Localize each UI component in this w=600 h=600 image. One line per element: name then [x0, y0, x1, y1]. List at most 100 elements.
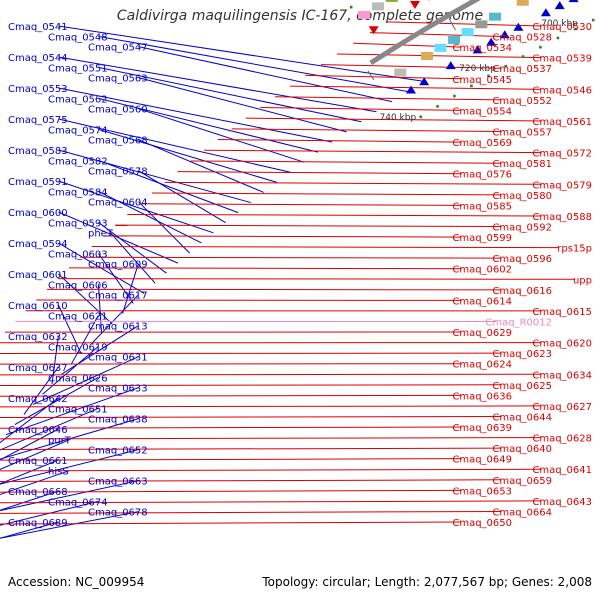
right-gene-connector	[204, 149, 542, 154]
left-gene-label: Cmaq_0584	[48, 187, 108, 198]
right-gene-label: Cmaq_0530	[532, 22, 592, 33]
left-gene-connector	[98, 221, 167, 274]
right-gene-connector	[320, 64, 502, 69]
forward-gene-arrow	[568, 0, 579, 3]
cds-tile	[358, 11, 371, 20]
right-gene-label: Cmaq_0614	[452, 296, 512, 307]
left-gene-connector	[138, 77, 347, 133]
right-gene-label: Cmaq_0581	[492, 159, 552, 170]
accession-text: Accession: NC_009954	[8, 575, 145, 589]
kbp-label: 720 kbp	[459, 64, 496, 74]
left-gene-label: hisS	[48, 466, 69, 477]
right-gene-label: Cmaq_0639	[452, 423, 512, 434]
scale-mark	[419, 115, 423, 119]
left-gene-connector	[58, 25, 424, 82]
right-gene-label: Cmaq_0636	[452, 391, 512, 402]
left-gene-label: Cmaq_0678	[88, 508, 148, 519]
left-gene-connector	[91, 294, 139, 345]
left-gene-label: Cmaq_0560	[88, 105, 148, 116]
right-gene-connector	[0, 405, 542, 408]
left-gene-label: Cmaq_0606	[48, 280, 108, 291]
reverse-gene-arrow	[368, 26, 379, 35]
right-gene-label: Cmaq_0557	[492, 128, 552, 139]
left-gene-label: Cmaq_0575	[8, 115, 68, 126]
left-gene-label: Cmaq_0674	[48, 497, 108, 508]
left-gene-label: pheT	[88, 229, 114, 240]
left-gene-label: Cmaq_0621	[48, 311, 108, 322]
left-gene-label: Cmaq_0631	[88, 353, 148, 364]
right-gene-label: Cmaq_0653	[452, 486, 512, 497]
right-gene-label: Cmaq_R0012	[485, 317, 552, 328]
right-gene-label: Cmaq_0576	[452, 170, 512, 181]
right-gene-label: Cmaq_0585	[452, 201, 512, 212]
right-gene-label: Cmaq_0627	[532, 402, 592, 413]
left-gene-connector	[58, 273, 113, 325]
left-gene-label: Cmaq_0642	[8, 394, 68, 405]
scale-mark	[436, 105, 439, 108]
right-gene-label: Cmaq_0546	[532, 85, 592, 96]
left-gene-label: Cmaq_0689	[8, 518, 68, 529]
right-gene-label: Cmaq_0634	[532, 370, 592, 381]
right-gene-label: Cmaq_0534	[452, 43, 512, 54]
left-gene-label: Cmaq_0617	[88, 291, 148, 302]
left-gene-label: Cmaq_0646	[8, 425, 68, 436]
left-gene-connector	[0, 511, 139, 539]
left-gene-label: Cmaq_0652	[88, 446, 148, 457]
left-gene-connector	[138, 139, 264, 193]
left-gene-connector	[57, 304, 82, 355]
left-gene-label: purT	[48, 435, 72, 446]
left-gene-connector	[138, 108, 305, 163]
forward-gene-arrow	[472, 45, 483, 54]
left-gene-connector	[98, 66, 362, 123]
right-gene-connector	[0, 500, 542, 504]
right-gene-connector	[0, 415, 502, 419]
left-gene-label: Cmaq_0593	[48, 218, 108, 229]
genome-summary: Topology: circular; Length: 2,077,567 bp…	[262, 575, 592, 589]
right-gene-connector	[0, 384, 502, 387]
forward-gene-arrow	[419, 77, 430, 86]
left-gene-connector	[0, 469, 71, 496]
right-gene-label: Cmaq_0629	[452, 328, 512, 339]
scale-mark	[539, 45, 542, 49]
right-gene-connector	[0, 468, 542, 472]
cds-tile	[475, 20, 488, 29]
left-gene-connector	[58, 87, 333, 143]
left-gene-label: Cmaq_0637	[8, 363, 68, 374]
right-gene-label: Cmaq_0650	[452, 518, 512, 529]
right-gene-label: Cmaq_0644	[492, 412, 552, 423]
right-gene-label: Cmaq_0588	[532, 212, 592, 223]
scale-tick	[367, 70, 375, 81]
right-gene-connector	[127, 213, 542, 217]
right-gene-label: Cmaq_0623	[492, 349, 552, 360]
left-gene-connector	[0, 490, 59, 511]
left-gene-label: Cmaq_0551	[48, 63, 108, 74]
right-gene-connector	[68, 267, 462, 270]
scale-mark	[556, 36, 560, 40]
right-gene-label: Cmaq_0596	[492, 254, 552, 265]
left-gene-label: Cmaq_0632	[8, 332, 68, 343]
cds-tile	[461, 28, 474, 37]
left-gene-label: Cmaq_0553	[8, 84, 68, 95]
right-gene-label: Cmaq_0616	[492, 286, 552, 297]
map-title: Caldivirga maquilingensis IC-167, comple…	[116, 8, 484, 24]
right-gene-label: Cmaq_0554	[452, 106, 512, 117]
right-gene-label: Cmaq_0545	[452, 75, 512, 86]
right-gene-connector	[80, 256, 502, 259]
left-gene-label: Cmaq_0583	[8, 146, 68, 157]
right-gene-label: Cmaq_0640	[492, 444, 552, 455]
right-gene-label: Cmaq_0620	[532, 339, 592, 350]
right-gene-connector	[164, 181, 542, 185]
reverse-gene-arrow	[428, 0, 430, 1]
right-gene-connector	[231, 128, 502, 133]
gene-labels: Cmaq_0541Cmaq_0548Cmaq_0547Cmaq_0544Cmaq…	[8, 22, 592, 529]
cds-tile	[448, 35, 461, 44]
left-gene-label: Cmaq_0600	[8, 208, 68, 219]
forward-gene-arrow	[499, 30, 510, 39]
left-gene-label: Cmaq_0591	[8, 177, 68, 188]
scale-mark	[470, 84, 473, 88]
right-gene-label: Cmaq_0579	[532, 180, 592, 191]
left-gene-connector	[0, 449, 139, 485]
left-gene-label: Cmaq_0574	[48, 125, 108, 136]
right-gene-connector	[369, 32, 502, 38]
